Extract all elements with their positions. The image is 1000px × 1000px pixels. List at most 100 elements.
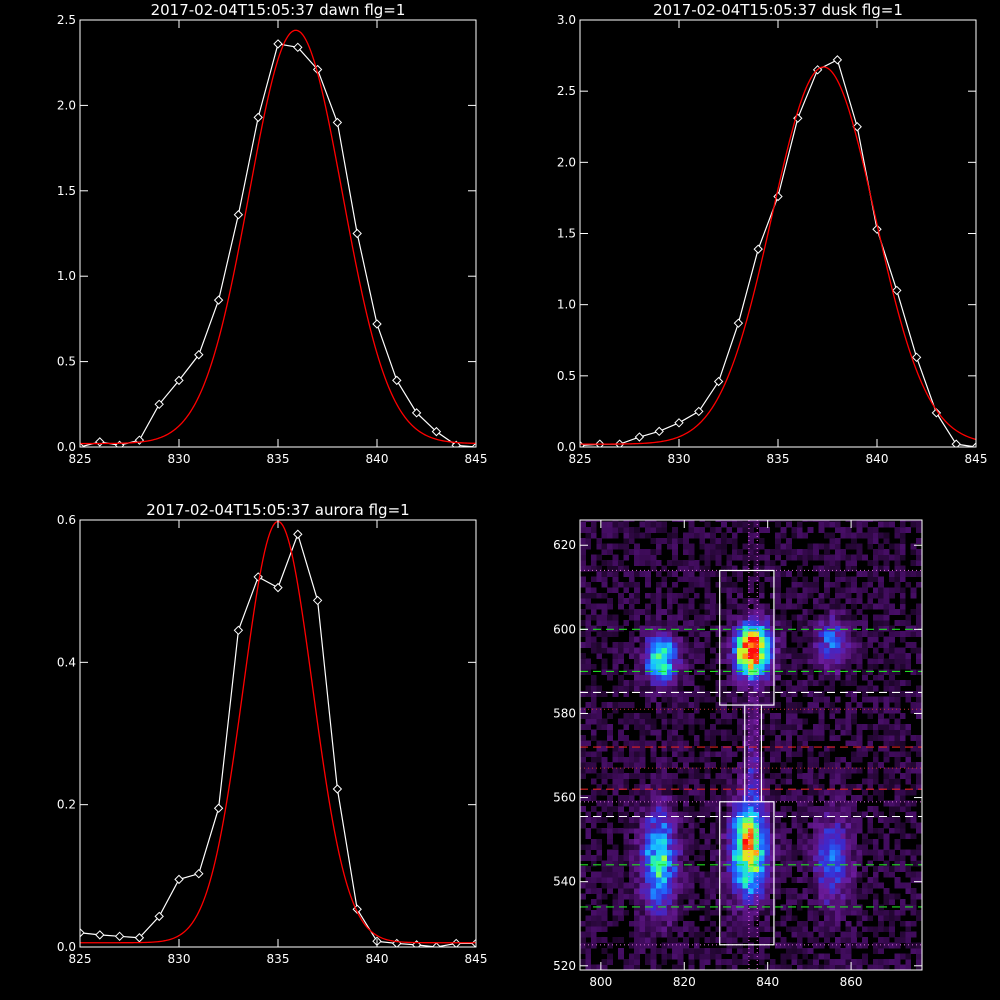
image-heat-cell: [769, 773, 776, 780]
image-heat-cell: [829, 827, 836, 834]
image-heat-cell: [617, 647, 624, 654]
image-heat-cell: [715, 603, 722, 610]
image-heat-cell: [645, 811, 651, 818]
image-heat-cell: [672, 882, 678, 889]
image-heat-cell: [786, 767, 792, 774]
image-heat-cell: [607, 570, 613, 577]
image-heat-cell: [867, 734, 874, 741]
image-heat-cell: [677, 713, 684, 719]
image-heat-cell: [840, 887, 847, 894]
image-heat-cell: [780, 838, 787, 845]
image-heat-cell: [693, 904, 700, 911]
image-heat-cell: [650, 625, 657, 632]
image-heat-cell: [737, 789, 744, 796]
image-heat-cell: [889, 827, 895, 834]
image-heat-cell: [867, 822, 874, 829]
image-heat-cell: [628, 669, 635, 676]
image-heat-cell: [802, 680, 809, 687]
image-heat-cell: [585, 620, 592, 626]
image-heat-cell: [807, 636, 814, 643]
image-heat-cell: [672, 636, 678, 643]
image-heat-cell: [769, 844, 776, 851]
image-heat-cell: [623, 778, 630, 785]
image-heat-cell: [607, 614, 613, 621]
image-heat-cell: [731, 658, 738, 665]
image-heat-cell: [769, 713, 776, 719]
image-heat-cell: [780, 904, 787, 911]
image-heat-cell: [753, 745, 760, 752]
image-heat-cell: [883, 784, 890, 790]
image-heat-cell: [726, 756, 733, 763]
image-heat-cell: [775, 663, 782, 670]
image-heat-cell: [780, 592, 787, 599]
image-heat-cell: [645, 937, 651, 944]
image-heat-cell: [769, 805, 776, 812]
image-heat-cell: [650, 915, 657, 922]
image-heat-cell: [872, 685, 879, 692]
image-heat-cell: [818, 860, 825, 867]
image-heat-cell: [829, 641, 836, 648]
image-heat-cell: [737, 636, 744, 643]
image-heat-cell: [661, 592, 668, 599]
image-heat-cell: [634, 614, 641, 621]
image-heat-cell: [758, 860, 765, 867]
image-heat-cell: [775, 521, 782, 528]
image-heat-cell: [704, 800, 711, 807]
dusk-xtick-label: 825: [569, 452, 592, 466]
image-heat-cell: [661, 789, 668, 796]
image-heat-cell: [737, 942, 744, 949]
image-heat-cell: [894, 866, 901, 872]
image-heat-cell: [634, 816, 641, 823]
image-heat-cell: [634, 866, 641, 872]
image-heat-cell: [693, 691, 700, 698]
image-heat-cell: [672, 887, 678, 894]
image-heat-cell: [655, 691, 662, 698]
image-heat-cell: [796, 866, 803, 872]
image-heat-cell: [731, 598, 738, 605]
image-heat-cell: [899, 822, 906, 829]
image-heat-cell: [612, 647, 619, 654]
image-heat-cell: [607, 521, 613, 528]
image-heat-cell: [834, 915, 841, 922]
image-heat-cell: [758, 953, 765, 960]
image-heat-cell: [628, 898, 635, 905]
image-heat-cell: [753, 713, 760, 719]
image-heat-cell: [889, 784, 895, 790]
image-heat-cell: [737, 549, 744, 555]
image-heat-cell: [851, 816, 857, 823]
image-heat-cell: [856, 860, 863, 867]
image-heat-cell: [590, 520, 597, 523]
image-heat-cell: [748, 625, 754, 632]
image-heat-cell: [818, 805, 825, 812]
image-heat-cell: [683, 866, 689, 872]
image-heat-cell: [818, 942, 825, 949]
image-heat-cell: [780, 811, 787, 818]
image-heat-cell: [840, 877, 847, 883]
image-heat-cell: [688, 658, 695, 665]
image-heat-cell: [731, 532, 738, 539]
image-heat-cell: [796, 964, 803, 970]
image-heat-cell: [596, 652, 603, 659]
image-heat-cell: [872, 554, 879, 561]
image-heat-cell: [596, 592, 603, 599]
image-heat-cell: [905, 680, 912, 687]
image-heat-cell: [720, 570, 727, 577]
image-heat-cell: [623, 827, 630, 834]
image-heat-cell: [883, 838, 890, 845]
image-heat-cell: [851, 581, 857, 588]
image-heat-cell: [867, 696, 874, 703]
image-heat-cell: [645, 576, 651, 583]
image-heat-cell: [845, 598, 852, 605]
image-heat-cell: [650, 691, 657, 698]
image-heat-cell: [634, 685, 641, 692]
image-heat-cell: [872, 532, 879, 539]
image-heat-cell: [807, 805, 814, 812]
image-heat-cell: [883, 663, 890, 670]
image-heat-cell: [753, 554, 760, 561]
image-heat-cell: [780, 959, 787, 965]
image-heat-cell: [851, 855, 857, 862]
image-heat-cell: [867, 641, 874, 648]
image-heat-cell: [726, 926, 733, 933]
image-heat-cell: [845, 904, 852, 911]
